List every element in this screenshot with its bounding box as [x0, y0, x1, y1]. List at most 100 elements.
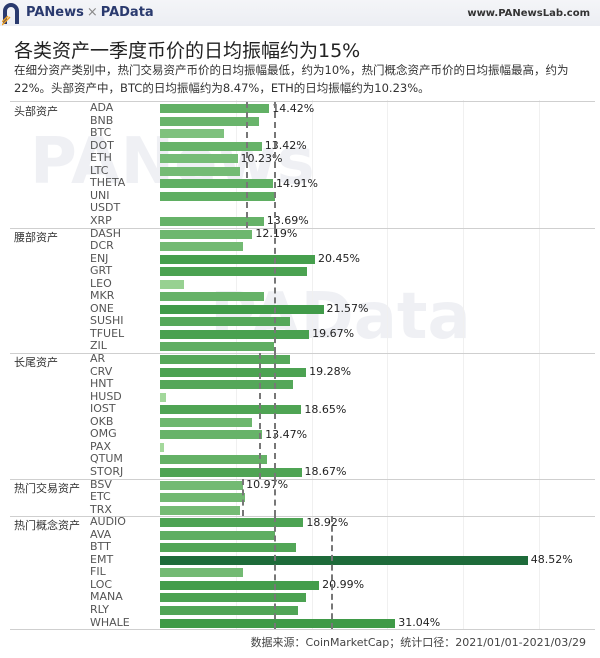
tick-label: OMG [90, 427, 117, 441]
bar-theta [160, 179, 274, 189]
tick-label: GRT [90, 264, 113, 278]
group-average-line [241, 478, 244, 517]
tick-label: LEO [90, 276, 112, 290]
tick-label: HNT [90, 377, 114, 391]
gridline [463, 100, 465, 630]
bar-hnt [160, 380, 293, 390]
tick-label: BSV [90, 477, 112, 491]
value-label: 10.97% [246, 478, 289, 491]
bar-storj [160, 467, 302, 477]
tick-label: SUSHI [90, 314, 124, 328]
gridline [311, 100, 313, 630]
brand-separator: × [86, 5, 98, 20]
value-label: 13.47% [265, 427, 308, 441]
tick-label: AUDIO [90, 515, 126, 529]
tick-label: LOC [90, 577, 113, 591]
tick-label: BNB [90, 113, 114, 127]
overall-average-line [273, 227, 276, 353]
bar-pax [160, 442, 164, 452]
overall-average-line [273, 516, 276, 630]
group-divider [10, 227, 595, 229]
brand-padata: PAData [100, 5, 154, 20]
value-label: 20.99% [322, 578, 365, 592]
bar-omg [160, 430, 263, 440]
bar-ada [160, 104, 270, 113]
bar-crv [160, 367, 307, 377]
gridline [387, 100, 389, 630]
tick-label: PAX [90, 439, 111, 453]
tick-label: STORJ [90, 464, 124, 478]
bar-dash [160, 229, 253, 239]
bar-qtum [160, 455, 267, 465]
tick-label: AR [90, 352, 106, 365]
tick-label: EMT [90, 552, 114, 566]
group-average-line [259, 353, 262, 479]
bar-dcr [160, 242, 243, 252]
tick-label: CRV [90, 364, 113, 378]
tick-label: BTT [90, 540, 111, 554]
value-label: 10.23% [240, 151, 283, 165]
bar-ava [160, 530, 276, 540]
tick-label: HUSD [90, 389, 122, 403]
tick-label: IOST [90, 402, 116, 416]
value-label: 14.91% [276, 176, 318, 190]
tick-label: MKR [90, 289, 115, 303]
bar-etc [160, 493, 245, 503]
group-divider [10, 101, 595, 102]
bar-bsv [160, 480, 244, 490]
tick-label: ETC [90, 490, 111, 504]
value-label: 12.19% [255, 227, 298, 240]
overall-average-line [273, 478, 276, 517]
bar-btt [160, 543, 297, 553]
bar-bnb [160, 116, 259, 126]
tick-label: TFUEL [90, 326, 125, 340]
value-label: 13.42% [264, 139, 307, 153]
site-url: www.PANewsLab.com [467, 8, 590, 19]
bar-chart: PANews PAData 头部资产ADA14.42%BNBBTCDOT13.4… [0, 100, 600, 631]
bar-tfuel [160, 329, 310, 339]
group-label: 头部资产 [14, 105, 58, 118]
value-label: 13.69% [266, 214, 309, 228]
tick-label: DASH [90, 226, 122, 240]
group-divider [10, 478, 595, 480]
tick-label: TRX [90, 502, 112, 516]
value-label: 19.28% [309, 365, 352, 379]
value-label: 18.65% [304, 402, 347, 416]
tick-label: XRP [90, 213, 112, 227]
tick-label: OKB [90, 414, 114, 428]
tick-label: ENJ [90, 251, 109, 265]
group-label: 热门交易资产 [14, 481, 80, 495]
data-source-note: 数据来源：CoinMarketCap；统计口径：2021/01/01-2021/… [250, 636, 586, 649]
bar-ltc [160, 166, 241, 176]
group-label: 热门概念资产 [14, 519, 80, 533]
tick-label: DOT [90, 138, 114, 152]
bar-enj [160, 254, 315, 264]
tick-label: THETA [90, 176, 126, 190]
value-label: 19.67% [312, 327, 355, 341]
bar-eth [160, 154, 238, 164]
group-label: 腰部资产 [14, 230, 58, 244]
group-divider [10, 516, 595, 518]
tick-label: FIL [90, 565, 106, 579]
tick-label: BTC [90, 126, 112, 140]
bar-emt [160, 555, 528, 565]
bar-xrp [160, 216, 264, 226]
bar-grt [160, 267, 308, 277]
tick-label: LTC [90, 163, 109, 177]
tick-label: RLY [90, 603, 110, 616]
bar-mkr [160, 292, 264, 302]
bar-mana [160, 593, 306, 603]
group-label: 长尾资产 [14, 356, 58, 369]
overall-average-line [273, 102, 276, 228]
tick-label: ONE [90, 301, 114, 315]
tick-label: QTUM [90, 452, 123, 466]
brand-panews: PANews [26, 5, 84, 20]
tick-label: ETH [90, 151, 112, 165]
value-label: 14.42% [272, 101, 315, 115]
bar-ar [160, 355, 290, 364]
tick-label: DCR [90, 239, 114, 253]
value-label: 18.92% [306, 515, 349, 529]
overall-average-line [273, 353, 276, 479]
chart-title: 各类资产一季度币价的日均振幅约为15% [14, 40, 361, 62]
bar-whale [160, 618, 396, 628]
